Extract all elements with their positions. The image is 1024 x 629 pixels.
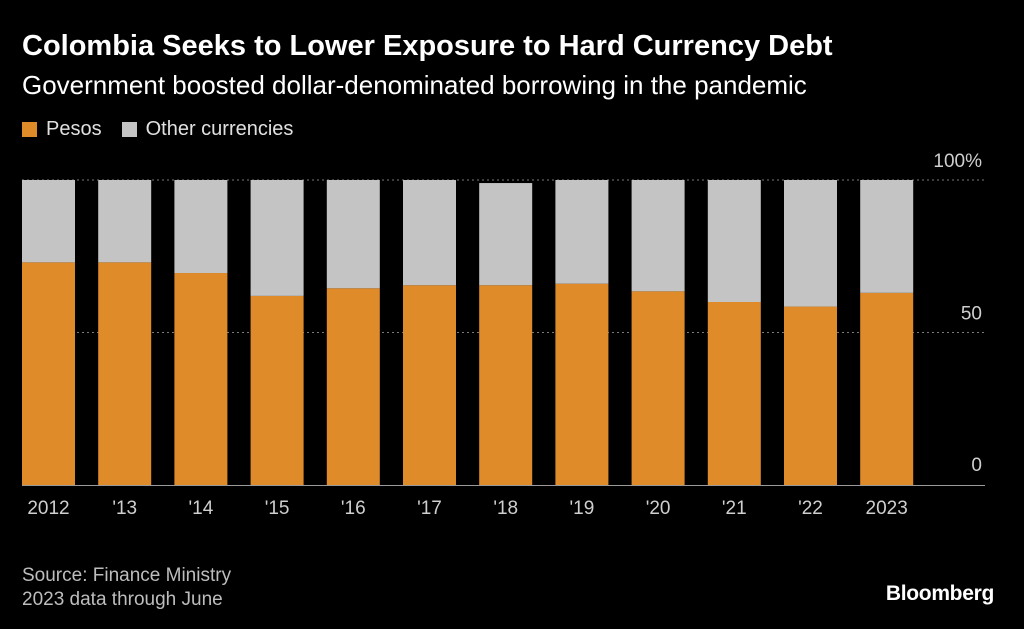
bar-pesos-13 <box>98 262 152 485</box>
legend: Pesos Other currencies <box>22 118 313 141</box>
bar-other-currencies-2012 <box>22 180 75 263</box>
x-tick-label-17: '17 <box>417 498 442 519</box>
bar-pesos-14 <box>174 273 228 485</box>
x-tick-label-16: '16 <box>341 498 366 519</box>
x-tick-label-2023: 2023 <box>866 498 908 519</box>
chart-subtitle: Government boosted dollar-denominated bo… <box>22 70 807 100</box>
bar-pesos-19 <box>555 283 609 485</box>
y-axis-ticks: 0 50 100% <box>933 151 982 476</box>
bars <box>22 180 914 485</box>
y-tick-label-50: 50 <box>961 304 982 325</box>
x-tick-label-21: '21 <box>722 498 747 519</box>
bar-other-currencies-15 <box>250 180 304 296</box>
bar-other-currencies-17 <box>403 180 456 286</box>
bar-pesos-18 <box>479 285 533 485</box>
x-tick-label-2012: 2012 <box>27 498 69 519</box>
x-tick-label-13: '13 <box>112 498 137 519</box>
chart-title: Colombia Seeks to Lower Exposure to Hard… <box>22 30 833 62</box>
y-tick-label-100: 100% <box>933 151 982 172</box>
x-tick-label-14: '14 <box>189 498 214 519</box>
bar-other-currencies-2023 <box>860 180 914 293</box>
bar-pesos-22 <box>784 306 837 485</box>
legend-item-other-currencies: Other currencies <box>121 118 294 141</box>
x-tick-label-18: '18 <box>493 498 518 519</box>
bar-pesos-15 <box>250 295 304 485</box>
legend-swatch-other-currencies <box>121 122 137 137</box>
legend-swatch-pesos <box>22 122 37 137</box>
x-tick-label-19: '19 <box>570 498 595 519</box>
bar-other-currencies-21 <box>707 180 761 302</box>
bar-pesos-2023 <box>860 292 914 485</box>
bar-other-currencies-20 <box>631 180 685 292</box>
data-note: 2023 data through June <box>22 589 223 610</box>
bar-other-currencies-14 <box>174 180 228 274</box>
x-tick-label-22: '22 <box>798 498 823 519</box>
bar-other-currencies-19 <box>555 180 609 284</box>
source-note: Source: Finance Ministry <box>22 565 232 586</box>
bar-pesos-20 <box>631 291 685 485</box>
bar-pesos-2012 <box>22 262 75 485</box>
bar-other-currencies-22 <box>784 180 837 307</box>
x-tick-label-20: '20 <box>646 498 671 519</box>
x-axis-ticks: 2012 '13 '14 '15 '16 '17 '18 '19 '20 '21 '22 2023 <box>27 498 907 519</box>
bar-other-currencies-18 <box>479 183 533 286</box>
legend-label-pesos: Pesos <box>46 118 102 140</box>
bar-pesos-21 <box>707 302 761 485</box>
bar-other-currencies-16 <box>326 180 380 289</box>
bar-other-currencies-13 <box>98 180 152 263</box>
bloomberg-logo: Bloomberg <box>885 582 994 605</box>
bar-pesos-16 <box>326 288 380 485</box>
bar-pesos-17 <box>403 285 456 485</box>
legend-item-pesos: Pesos <box>22 118 102 141</box>
legend-label-other-currencies: Other currencies <box>145 118 294 140</box>
y-tick-label-0: 0 <box>971 455 982 476</box>
x-tick-label-15: '15 <box>265 498 290 519</box>
